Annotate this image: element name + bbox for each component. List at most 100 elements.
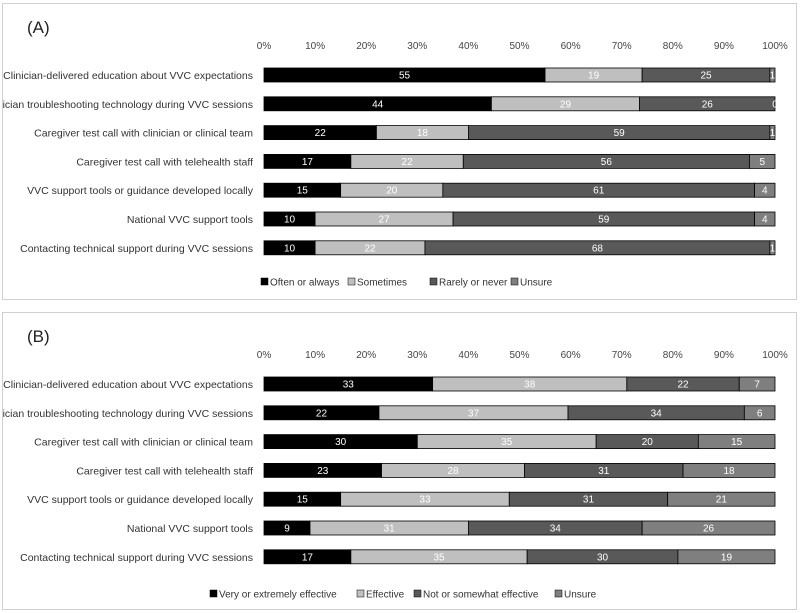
- data-label: 33: [419, 495, 431, 506]
- x-tick-label: 80%: [663, 350, 683, 361]
- data-label: 10: [284, 215, 296, 226]
- data-label: 35: [501, 437, 513, 448]
- data-label: 22: [364, 243, 376, 254]
- bar-unsure: [749, 153, 776, 169]
- legend-swatch: [209, 589, 218, 598]
- legend-swatch: [356, 589, 365, 598]
- panel-label: (B): [27, 327, 50, 346]
- bar-unsure: [677, 549, 776, 565]
- legend-label: Unsure: [520, 278, 553, 289]
- category-label: Clinician-delivered education about VVC …: [3, 70, 253, 82]
- legend-swatch: [260, 277, 269, 286]
- category-label: Caregiver test call with telehealth staf…: [76, 156, 253, 168]
- x-tick-label: 30%: [407, 41, 427, 52]
- bar-unsure: [682, 462, 776, 478]
- data-label: 23: [317, 466, 329, 477]
- bar-unsure: [697, 434, 776, 449]
- data-label: 21: [716, 495, 728, 506]
- bar-unsure: [754, 211, 776, 227]
- x-tick-label: 30%: [407, 350, 427, 361]
- stacked-bar-chart-b: 0% 10% 20% 30% 40% 50% 60% 70% 80% 90% 100% Clinici…: [3, 350, 788, 601]
- legend-label: Often or always: [270, 278, 339, 289]
- category-label: National VVC support tools: [127, 523, 253, 535]
- data-label: 18: [723, 466, 735, 477]
- legend-label: Not or somewhat effective: [423, 590, 539, 601]
- data-label: 34: [651, 408, 663, 419]
- data-label: 31: [598, 466, 610, 477]
- x-tick-label: 50%: [509, 350, 529, 361]
- data-label: 22: [402, 157, 414, 168]
- chart-panel-a: (A) 0% 10% 20% 30% 40% 50% 60% 70% 80% 90% 100% Cli…: [2, 3, 797, 300]
- data-label: 15: [297, 186, 309, 197]
- legend-label: Rarely or never: [439, 278, 508, 289]
- data-label: 56: [601, 157, 613, 168]
- data-label: 10: [284, 243, 296, 254]
- x-tick-label: 0%: [257, 350, 272, 361]
- data-label: 1: [770, 243, 776, 254]
- stacked-bar-chart-a: 0% 10% 20% 30% 40% 50% 60% 70% 80% 90% 100% Clinici…: [3, 41, 788, 289]
- data-label: 9: [284, 524, 290, 535]
- data-label: 5: [759, 157, 765, 168]
- data-label: 20: [386, 186, 398, 197]
- x-tick-label: 20%: [356, 350, 376, 361]
- data-label: 17: [302, 157, 314, 168]
- data-label: 22: [677, 380, 689, 391]
- x-tick-label: 100%: [762, 41, 788, 52]
- data-label: 34: [550, 524, 562, 535]
- legend-swatch: [554, 589, 563, 598]
- legend-swatch: [510, 277, 519, 286]
- data-label: 15: [731, 437, 743, 448]
- data-label: 68: [592, 243, 604, 254]
- legend-label: Sometimes: [357, 278, 407, 289]
- x-tick-label: 70%: [612, 350, 632, 361]
- data-label: 4: [762, 215, 768, 226]
- data-label: 37: [468, 408, 480, 419]
- bar-unsure: [769, 67, 776, 83]
- category-label: Clinician troubleshooting technology dur…: [3, 408, 253, 420]
- data-label: 17: [302, 552, 314, 563]
- x-tick-label: 10%: [305, 41, 325, 52]
- category-label: National VVC support tools: [127, 214, 253, 226]
- bar-rarely-or-never: [639, 96, 776, 112]
- x-tick-label: 20%: [356, 41, 376, 52]
- category-label: Caregiver test call with clinician or cl…: [34, 437, 253, 449]
- data-label: 28: [448, 466, 460, 477]
- x-tick-label: 60%: [561, 41, 581, 52]
- category-label: Caregiver test call with telehealth staf…: [76, 465, 253, 477]
- data-label: 31: [384, 524, 396, 535]
- data-label: 19: [588, 71, 600, 82]
- data-label: 20: [642, 437, 654, 448]
- legend-label: Unsure: [564, 590, 597, 601]
- x-tick-label: 80%: [663, 41, 683, 52]
- bar-unsure: [769, 240, 776, 256]
- x-tick-label: 90%: [714, 350, 734, 361]
- category-label: Caregiver test call with clinician or cl…: [34, 128, 253, 140]
- x-tick-label: 100%: [762, 350, 788, 361]
- data-label: 6: [757, 408, 763, 419]
- category-label: Contacting technical support during VVC …: [20, 552, 253, 564]
- data-label: 22: [315, 128, 327, 139]
- x-tick-label: 50%: [509, 41, 529, 52]
- panel-label: (A): [27, 18, 50, 37]
- legend-label: Very or extremely effective: [219, 590, 337, 601]
- x-tick-label: 40%: [458, 350, 478, 361]
- data-label: 30: [335, 437, 347, 448]
- data-label: 1: [770, 71, 776, 82]
- x-tick-label: 70%: [612, 41, 632, 52]
- category-label: VVC support tools or guidance developed …: [27, 494, 254, 506]
- data-label: 30: [597, 552, 609, 563]
- category-label: Contacting technical support during VVC …: [20, 243, 253, 255]
- x-tick-label: 10%: [305, 350, 325, 361]
- data-label: 15: [297, 495, 309, 506]
- data-label: 27: [379, 215, 391, 226]
- x-tick-label: 40%: [458, 41, 478, 52]
- data-label: 22: [316, 408, 328, 419]
- x-tick-label: 60%: [561, 350, 581, 361]
- data-label: 35: [433, 552, 445, 563]
- bar-unsure: [754, 182, 776, 198]
- data-label: 26: [703, 524, 715, 535]
- category-label: VVC support tools or guidance developed …: [27, 185, 254, 197]
- bar-unsure: [641, 520, 776, 536]
- x-tick-label: 0%: [257, 41, 272, 52]
- data-label: 44: [372, 99, 384, 110]
